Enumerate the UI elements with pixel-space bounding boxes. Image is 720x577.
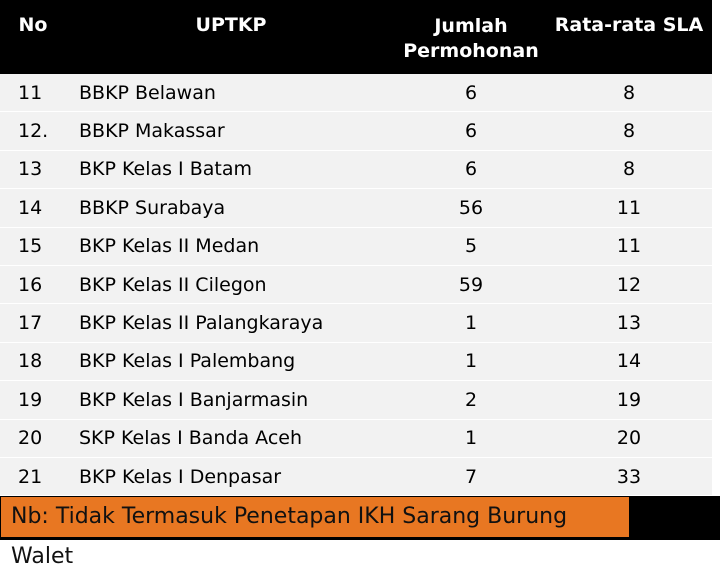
row-jumlah: 59: [458, 273, 484, 296]
row-no: 12.: [18, 120, 49, 143]
row-jumlah: 2: [464, 388, 478, 411]
header-jumlah: Jumlah Permohonan: [396, 0, 546, 74]
row-uptkp: BKP Kelas I Banjarmasin: [79, 388, 309, 411]
header-jumlah-line2: Permohonan: [403, 40, 539, 62]
row-uptkp: SKP Kelas I Banda Aceh: [79, 427, 303, 450]
row-jumlah: 1: [464, 312, 478, 335]
table-header: No UPTKP Jumlah Permohonan Rata-rata SLA: [0, 0, 712, 74]
table-row: 11 BBKP Belawan 6 8: [0, 74, 712, 113]
row-jumlah: 6: [464, 120, 478, 143]
row-uptkp: BKP Kelas I Denpasar: [79, 465, 282, 488]
row-jumlah: 7: [464, 465, 478, 488]
table-row: 16 BKP Kelas II Cilegon 59 12: [0, 265, 712, 305]
table-row: 18 BKP Kelas I Palembang 1 14: [0, 342, 712, 382]
row-jumlah: 6: [464, 81, 478, 104]
row-uptkp: BBKP Belawan: [79, 81, 216, 104]
row-no: 21: [18, 465, 43, 488]
row-jumlah: 1: [464, 427, 478, 450]
header-no: No: [18, 14, 48, 36]
row-no: 18: [18, 350, 43, 373]
row-sla: 8: [622, 81, 636, 104]
row-jumlah: 56: [458, 196, 484, 219]
row-no: 16: [18, 273, 43, 296]
row-sla: 8: [622, 120, 636, 143]
table-row: 20 SKP Kelas I Banda Aceh 1 20: [0, 419, 712, 458]
row-no: 20: [18, 427, 43, 450]
table-row: 15 BKP Kelas II Medan 5 11: [0, 227, 712, 266]
note-box: Nb: Tidak Termasuk Penetapan IKH Sarang …: [0, 496, 630, 569]
header-uptkp: UPTKP: [195, 14, 267, 36]
row-uptkp: BKP Kelas II Medan: [79, 235, 260, 258]
row-sla: 11: [616, 196, 642, 219]
header-jumlah-line1: Jumlah: [434, 15, 508, 37]
row-sla: 19: [616, 388, 642, 411]
row-sla: 11: [616, 235, 642, 258]
row-no: 19: [18, 388, 43, 411]
row-sla: 33: [616, 465, 642, 488]
row-uptkp: BKP Kelas II Palangkaraya: [79, 312, 324, 335]
row-jumlah: 1: [464, 350, 478, 373]
row-no: 17: [18, 312, 43, 335]
row-sla: 8: [622, 158, 636, 181]
row-sla: 14: [616, 350, 642, 373]
table-row: 14 BBKP Surabaya 56 11: [0, 189, 712, 228]
table-body: 11 BBKP Belawan 6 8 12. BBKP Makassar 6 8 13 BKP …: [0, 74, 712, 497]
row-no: 13: [18, 158, 43, 181]
row-uptkp: BBKP Makassar: [79, 120, 225, 143]
row-uptkp: BKP Kelas II Cilegon: [79, 273, 267, 296]
row-no: 15: [18, 235, 43, 258]
row-uptkp: BKP Kelas I Palembang: [79, 350, 296, 373]
header-sla: Rata-rata SLA: [554, 14, 704, 36]
table-row: 19 BKP Kelas I Banjarmasin 2 19: [0, 381, 712, 420]
row-jumlah: 5: [464, 235, 478, 258]
row-uptkp: BKP Kelas I Batam: [79, 158, 252, 181]
table-row: 13 BKP Kelas I Batam 6 8: [0, 150, 712, 190]
row-sla: 13: [616, 312, 642, 335]
row-sla: 20: [616, 427, 642, 450]
row-no: 11: [18, 81, 43, 104]
table-row: 21 BKP Kelas I Denpasar 7 33: [0, 457, 712, 497]
row-uptkp: BBKP Surabaya: [79, 196, 226, 219]
sla-table: No UPTKP Jumlah Permohonan Rata-rata SLA…: [0, 0, 712, 497]
table-row: 17 BKP Kelas II Palangkaraya 1 13: [0, 304, 712, 343]
table-row: 12. BBKP Makassar 6 8: [0, 112, 712, 151]
row-no: 14: [18, 196, 43, 219]
row-sla: 12: [616, 273, 642, 296]
row-jumlah: 6: [464, 158, 478, 181]
